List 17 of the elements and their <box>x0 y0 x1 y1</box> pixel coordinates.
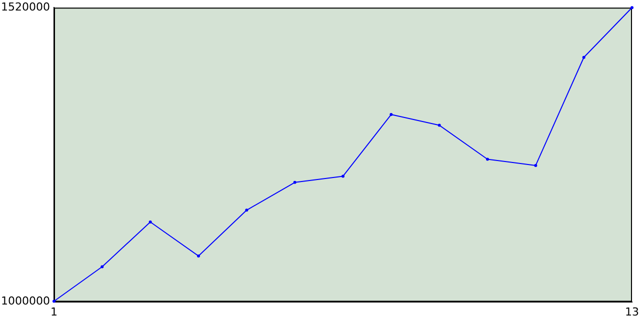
point <box>341 174 344 178</box>
point <box>582 56 586 59</box>
y-tick-label: 1000000 <box>0 294 50 308</box>
point <box>534 164 538 167</box>
point <box>52 300 56 303</box>
point <box>390 113 393 116</box>
point <box>245 208 248 212</box>
point <box>100 265 104 268</box>
point <box>148 220 152 224</box>
point <box>293 180 296 184</box>
point <box>196 254 200 258</box>
y-tick-label: 1520000 <box>0 0 50 14</box>
point <box>486 158 489 161</box>
x-tick-label: 1 <box>50 305 58 318</box>
point <box>438 124 441 127</box>
point <box>630 6 634 10</box>
x-tick-label: 13 <box>625 305 639 318</box>
